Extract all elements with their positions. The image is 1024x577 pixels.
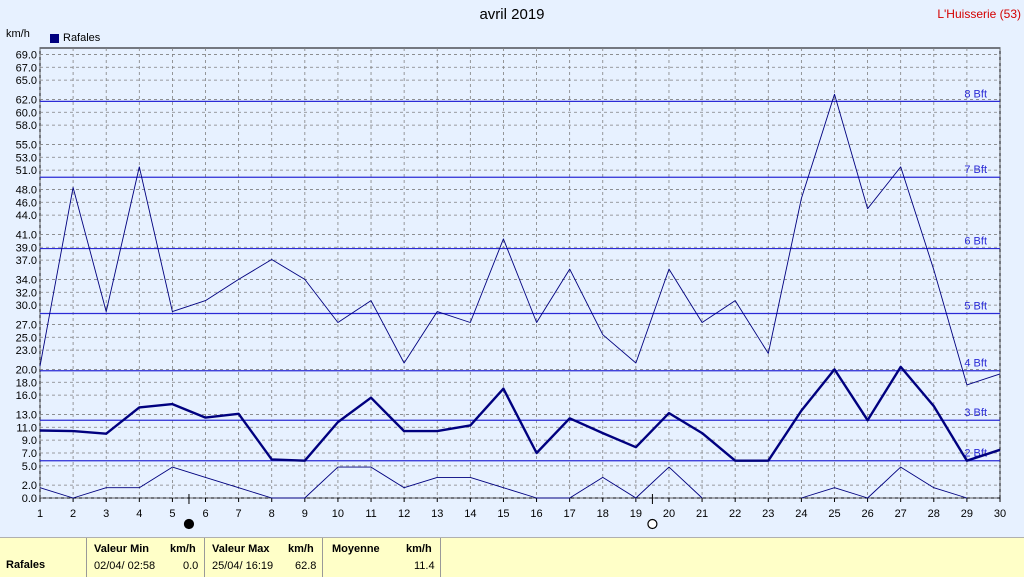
- x-tick-label: 11: [365, 508, 376, 520]
- beaufort-label: 3 Bft: [964, 407, 987, 419]
- y-tick-label: 11.0: [16, 422, 37, 434]
- chart-title: avril 2019: [479, 6, 545, 23]
- footer-divider: [440, 538, 441, 577]
- x-tick-label: 8: [269, 508, 275, 520]
- y-tick-label: 5.0: [22, 461, 37, 473]
- mean-title: Moyenne: [332, 543, 380, 555]
- y-tick-label: 7.0: [22, 448, 37, 460]
- beaufort-label: 7 Bft: [964, 164, 987, 176]
- y-tick-label: 27.0: [16, 319, 37, 331]
- x-tick-label: 29: [961, 508, 973, 520]
- y-tick-label: 37.0: [16, 255, 37, 267]
- x-tick-label: 2: [70, 508, 76, 520]
- beaufort-label: 8 Bft: [964, 88, 987, 100]
- min-value: 0.0: [183, 560, 199, 572]
- x-tick-label: 28: [928, 508, 940, 520]
- x-tick-label: 7: [236, 508, 242, 520]
- x-tick-label: 3: [103, 508, 109, 520]
- y-tick-label: 34.0: [16, 274, 37, 286]
- x-tick-label: 25: [828, 508, 840, 520]
- y-tick-label: 30.0: [16, 300, 37, 312]
- x-tick-label: 17: [564, 508, 576, 520]
- x-tick-label: 14: [464, 508, 476, 520]
- series-mean-thick-line: [39, 365, 1001, 462]
- y-tick-label: 48.0: [16, 184, 37, 196]
- x-tick-label: 30: [994, 508, 1006, 520]
- max-title: Valeur Max: [212, 543, 270, 555]
- min-when: 02/04/ 02:58: [94, 560, 156, 572]
- y-tick-label: 2.0: [22, 480, 37, 492]
- y-tick-label: 60.0: [16, 107, 37, 119]
- beaufort-label: 5 Bft: [964, 301, 987, 313]
- plot-frame: [39, 47, 1001, 499]
- mean-value: 11.4: [414, 560, 435, 572]
- x-tick-label: 9: [302, 508, 308, 520]
- y-tick-label: 53.0: [16, 152, 37, 164]
- y-tick-label: 44.0: [16, 210, 37, 222]
- x-tick-label: 16: [530, 508, 542, 520]
- x-tick-label: 24: [795, 508, 807, 520]
- x-tick-label: 20: [663, 508, 675, 520]
- max-value: 62.8: [295, 560, 317, 572]
- y-tick-label: 23.0: [16, 345, 37, 357]
- y-tick-label: 41.0: [16, 229, 37, 241]
- min-title: Valeur Min: [94, 543, 150, 555]
- x-tick-label: 6: [202, 508, 208, 520]
- legend-swatch: [50, 33, 59, 43]
- y-tick-label: 55.0: [16, 139, 37, 151]
- max-cell: Valeur Max km/h 25/04/ 16:19 62.8: [204, 538, 323, 577]
- x-tick-label: 15: [497, 508, 509, 520]
- y-tick-label: 16.0: [16, 390, 37, 402]
- y-tick-label: 25.0: [16, 332, 37, 344]
- x-tick-label: 23: [762, 508, 774, 520]
- legend: Rafales: [50, 32, 100, 44]
- station-name: L'Huisserie (53): [937, 7, 1021, 21]
- x-tick-label: 19: [630, 508, 642, 520]
- max-unit: km/h: [288, 543, 314, 555]
- x-tick-label: 5: [169, 508, 175, 520]
- y-tick-label: 32.0: [16, 287, 37, 299]
- x-tick-label: 4: [136, 508, 142, 520]
- beaufort-label: 6 Bft: [964, 236, 987, 248]
- y-tick-label: 69.0: [16, 49, 37, 61]
- series-min-thin-line: [39, 466, 968, 499]
- legend-label: Rafales: [63, 32, 101, 44]
- stats-footer: Rafales Valeur Min km/h 02/04/ 02:58 0.0…: [0, 537, 1024, 577]
- new-moon-icon: [183, 518, 195, 530]
- beaufort-label: 4 Bft: [964, 358, 987, 370]
- x-tick-label: 22: [729, 508, 741, 520]
- y-tick-label: 9.0: [22, 435, 37, 447]
- footer-row-label: Rafales: [6, 559, 46, 571]
- x-tick-label: 10: [332, 508, 344, 520]
- y-tick-label: 62.0: [16, 94, 37, 106]
- y-tick-label: 51.0: [16, 165, 37, 177]
- min-cell: Valeur Min km/h 02/04/ 02:58 0.0: [86, 538, 205, 577]
- x-tick-label: 26: [861, 508, 873, 520]
- full-moon-icon: [647, 518, 658, 530]
- x-tick-label: 13: [431, 508, 443, 520]
- x-tick-label: 1: [37, 508, 43, 520]
- mean-cell: Moyenne km/h 11.4: [322, 538, 441, 577]
- min-unit: km/h: [170, 543, 196, 555]
- y-tick-label: 65.0: [16, 75, 37, 87]
- wind-chart: 0.02.05.07.09.011.013.016.018.020.023.02…: [16, 47, 1006, 530]
- x-tick-label: 12: [398, 508, 410, 520]
- y-tick-label: 0.0: [22, 493, 37, 505]
- max-when: 25/04/ 16:19: [212, 560, 274, 572]
- y-tick-label: 13.0: [16, 409, 37, 421]
- y-tick-label: 39.0: [16, 242, 37, 254]
- y-tick-label: 67.0: [16, 62, 37, 74]
- x-tick-label: 27: [895, 508, 907, 520]
- x-tick-label: 18: [597, 508, 609, 520]
- y-tick-label: 18.0: [16, 377, 37, 389]
- mean-unit: km/h: [406, 543, 432, 555]
- y-tick-label: 58.0: [16, 120, 37, 132]
- x-tick-label: 21: [696, 508, 708, 520]
- y-axis-unit: km/h: [6, 28, 30, 40]
- y-tick-label: 46.0: [16, 197, 37, 209]
- y-tick-label: 20.0: [16, 364, 37, 376]
- series-max-thin-line: [39, 93, 1001, 386]
